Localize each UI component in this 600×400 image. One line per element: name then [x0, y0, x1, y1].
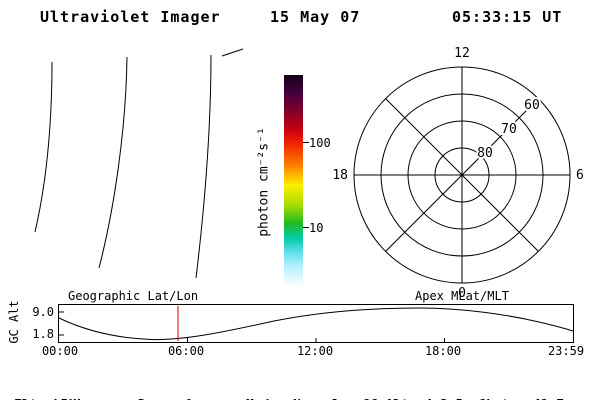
polar-dial: 12 6 18 0 60 70 80: [332, 46, 584, 301]
status-col-glat-glon: GLat: -41.7 GLon: 202.5: [478, 358, 564, 400]
meridian-curve: [98, 56, 128, 269]
strip-ytick-1-8: 1.8: [32, 327, 54, 341]
limb-tick: [221, 48, 244, 57]
meridian-curve: [34, 61, 53, 233]
meridian-curve: [195, 54, 212, 279]
status-glat: GLat: -41.7: [478, 396, 564, 400]
strip-caption-geographic: Geographic Lat/Lon: [68, 289, 199, 303]
mlat-label-70: 70: [501, 122, 517, 137]
status-mode: Mode: Normal: [246, 396, 340, 400]
status-door: Door: Open: [138, 396, 216, 400]
strip-ylabel: GC Alt: [7, 300, 21, 344]
colorbar-tick-mark: [303, 227, 309, 228]
strip-xtick-1200: 12:00: [296, 344, 334, 358]
strip-xtick-1800: 18:00: [424, 344, 462, 358]
colorbar: [284, 75, 303, 287]
strip-xtick-0600: 06:00: [167, 344, 205, 358]
app-title: Ultraviolet Imager: [40, 8, 221, 26]
mlat-label-60: 60: [524, 98, 540, 113]
date-display: 15 May 07: [270, 8, 361, 26]
status-gc-alt: GC Alt: 4.2 Re: [362, 396, 472, 400]
strip-xtick-2359: 23:59: [547, 344, 585, 358]
gc-alt-strip-plot: [58, 304, 574, 343]
colorbar-unit-label: photon cm⁻²s⁻¹: [256, 127, 272, 237]
status-col-mode-dsp: Mode: Normal Dsp: 2.3: [246, 358, 340, 400]
mlt-label-6: 6: [576, 168, 584, 183]
status-col-flight: Flt: LBHL IP: 36.0: [14, 358, 84, 400]
mlt-label-18: 18: [332, 168, 348, 183]
status-col-door-gain: Door: Open Gain: 14: [138, 358, 216, 400]
strip-xtick-0000: 00:00: [41, 344, 79, 358]
colorbar-tick-label-10: 10: [309, 221, 324, 235]
image-grid-curves-graphic: [34, 48, 244, 279]
mlt-label-12: 12: [454, 46, 470, 61]
mlt-label-0: 0: [458, 286, 466, 301]
strip-ytick-9: 9.0: [32, 305, 54, 319]
colorbar-tick-label-100: 100: [309, 136, 331, 150]
time-display: 05:33:15 UT: [452, 8, 563, 26]
gc-alt-curve: [58, 307, 574, 341]
status-col-alt-seq: GC Alt: 4.2 Re Seq: 39: [362, 358, 472, 400]
colorbar-tick-mark: [303, 142, 309, 143]
status-flt: Flt: LBHL: [14, 396, 84, 400]
strip-caption-apex: Apex MLat/MLT: [415, 289, 509, 303]
mlt-spoke-diagonal: [385, 98, 539, 252]
mlat-label-80: 80: [477, 146, 493, 161]
